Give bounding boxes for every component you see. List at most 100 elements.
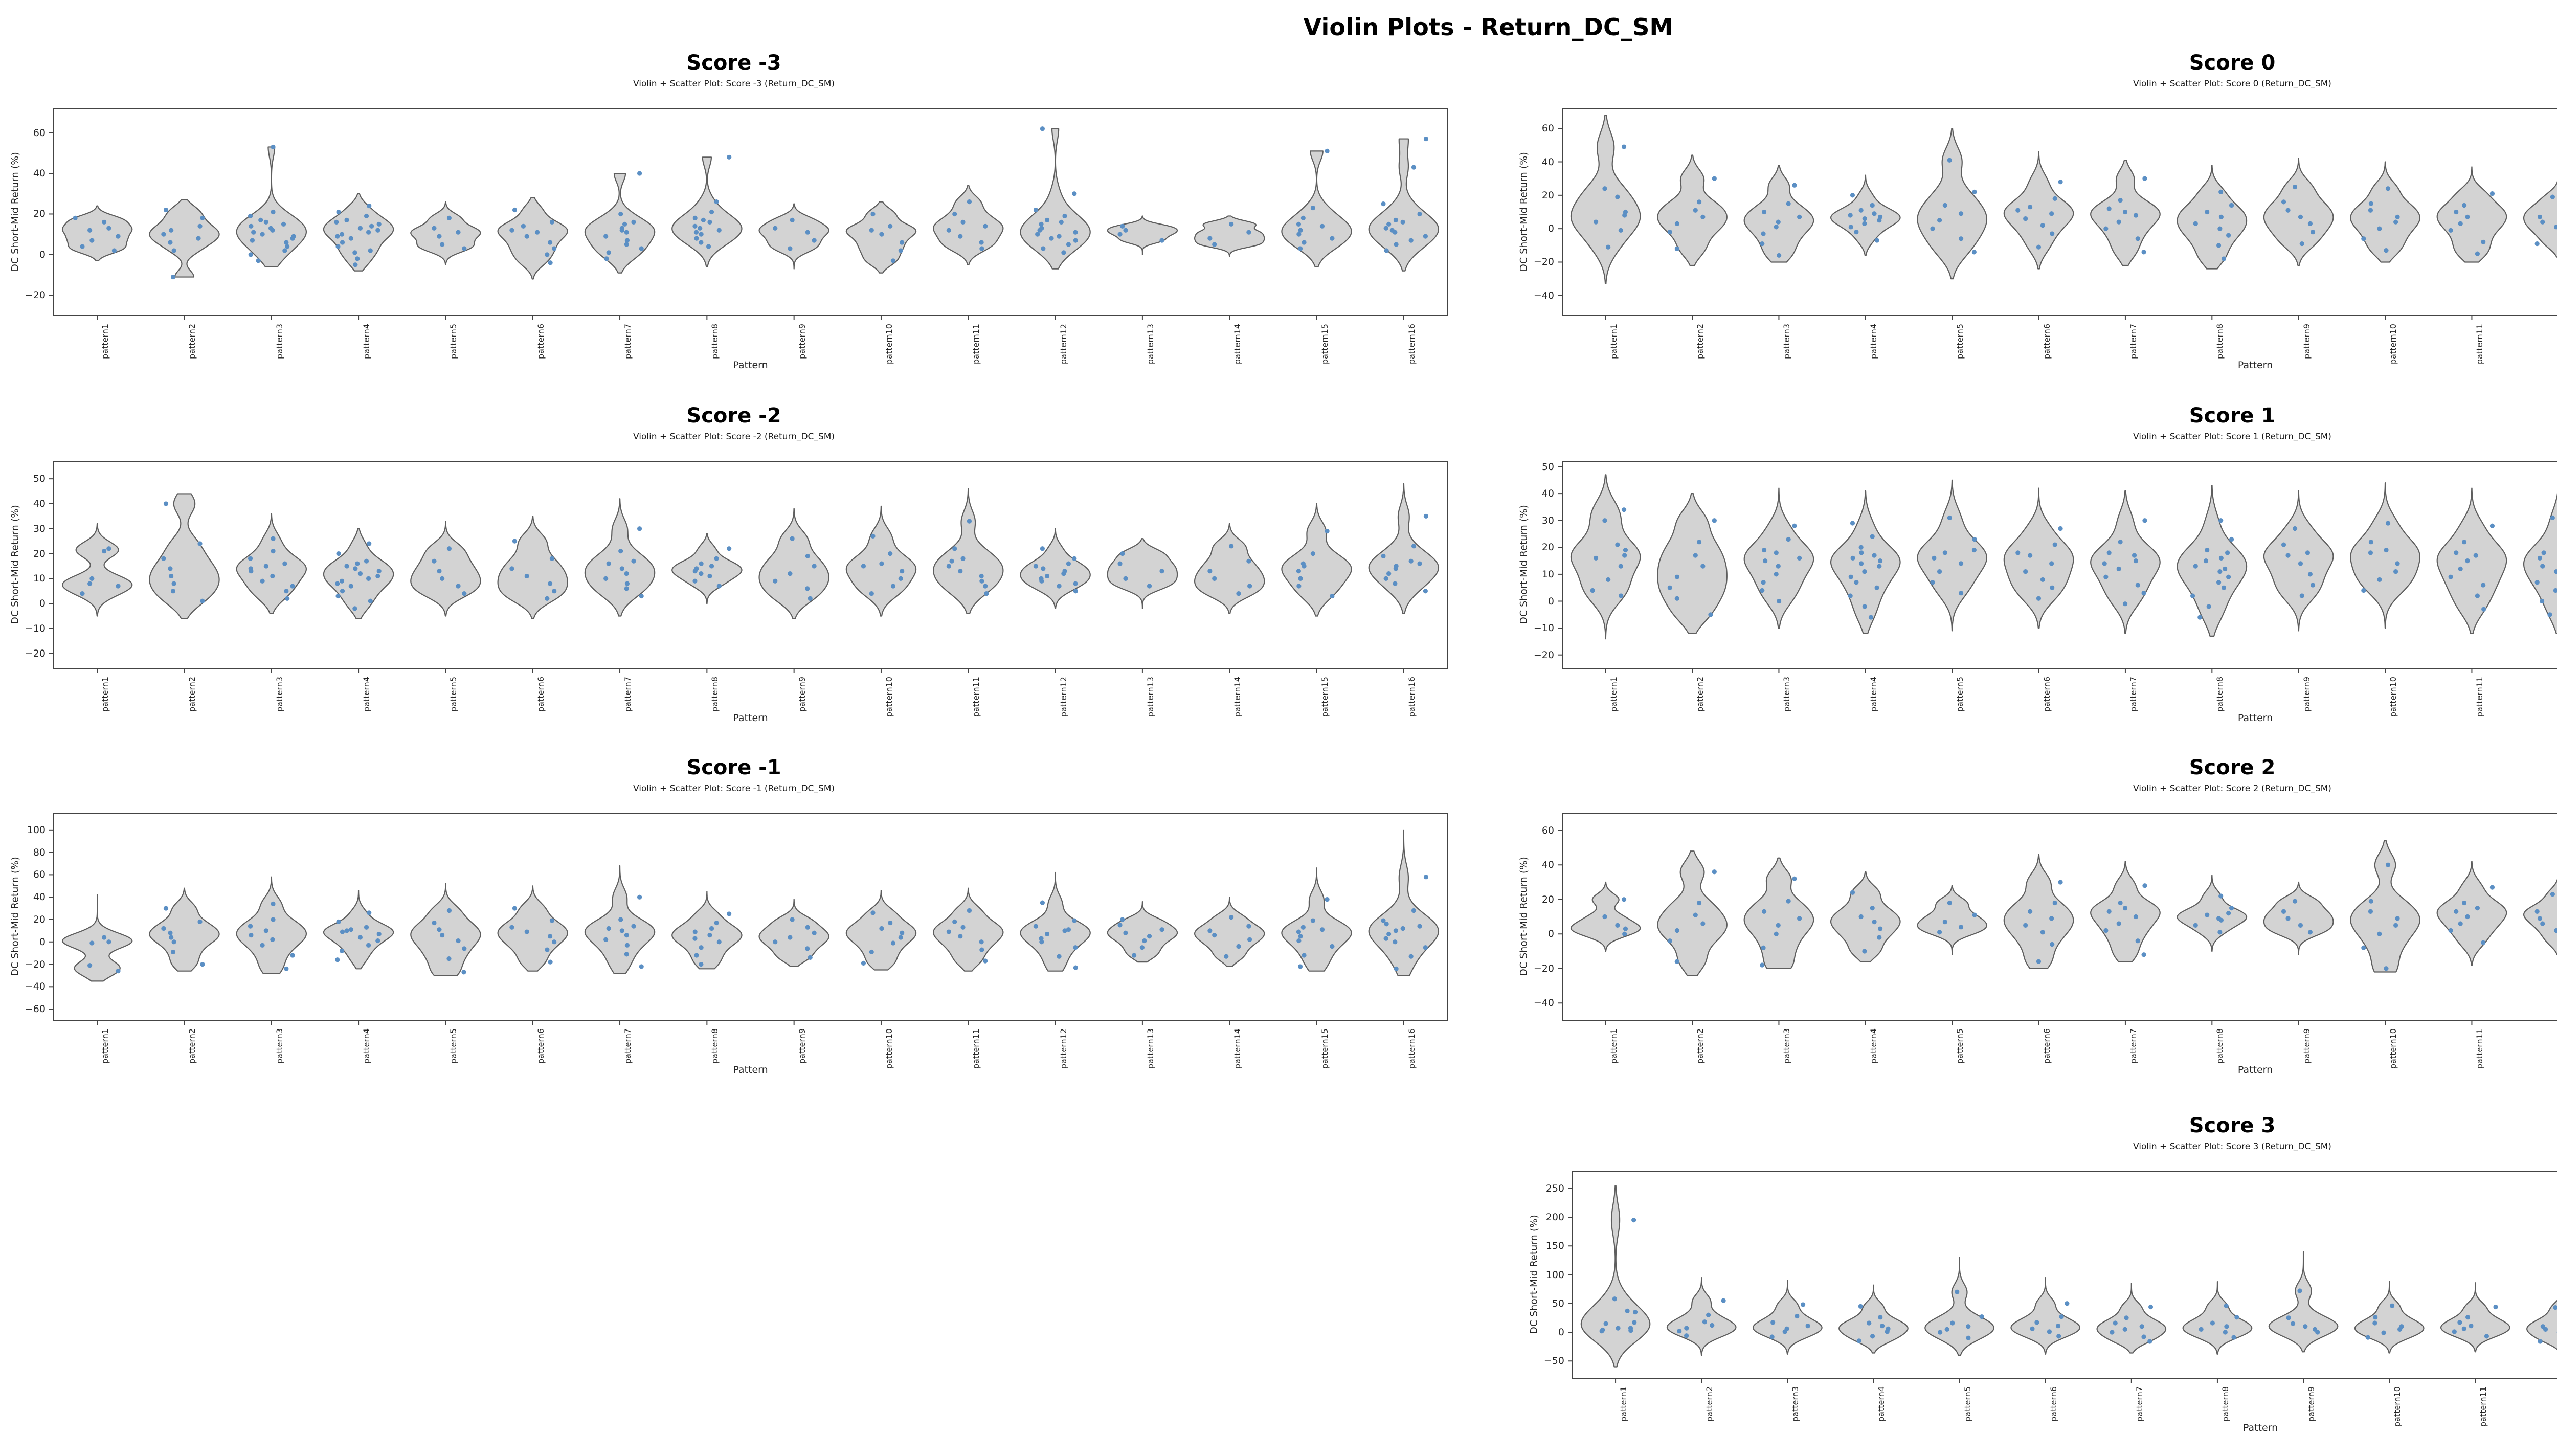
scatter-point <box>2058 880 2063 885</box>
panel-title: Score 0 <box>2189 51 2276 75</box>
scatter-point <box>1040 546 1045 551</box>
scatter-point <box>1776 219 1781 225</box>
scatter-point <box>2384 966 2389 971</box>
scatter-point <box>727 546 732 551</box>
scatter-point <box>967 519 972 524</box>
scatter-point <box>805 925 810 930</box>
scatter-point <box>2361 236 2366 241</box>
axes-frame <box>53 813 1448 1021</box>
scatter-point <box>2028 553 2033 558</box>
scatter-point <box>1862 221 1867 226</box>
violin-body <box>2263 158 2334 266</box>
scatter-point <box>2205 547 2210 553</box>
scatter-point <box>1932 555 1937 561</box>
scatter-point <box>512 207 518 213</box>
scatter-point <box>364 558 369 564</box>
scatter-point <box>2368 550 2373 555</box>
scatter-point <box>1417 211 1422 217</box>
scatter-point <box>1702 1319 1707 1325</box>
scatter-point <box>2218 214 2224 219</box>
scatter-point <box>2297 1288 2302 1293</box>
scatter-point <box>984 591 989 596</box>
scatter-point <box>282 248 287 253</box>
scatter-point <box>534 230 540 235</box>
scatter-point <box>2197 615 2203 620</box>
violin-body <box>2268 1251 2339 1353</box>
scatter-point <box>1207 928 1213 933</box>
y-tick-label: 50 <box>1541 461 1554 473</box>
scatter-point <box>631 924 636 929</box>
scatter-point <box>1850 521 1855 526</box>
scatter-point <box>2489 523 2495 528</box>
scatter-point <box>2216 916 2222 921</box>
scatter-point <box>2065 1301 2070 1306</box>
scatter-point <box>521 223 526 229</box>
scatter-point <box>1394 242 1399 247</box>
violin-body <box>61 894 133 982</box>
scatter-point <box>1805 1324 1810 1329</box>
scatter-point <box>1384 248 1389 253</box>
scatter-point <box>440 576 445 581</box>
scatter-point <box>898 576 903 581</box>
y-tick-label: 200 <box>1545 1212 1564 1223</box>
scatter-point <box>639 593 644 599</box>
scatter-point <box>805 586 810 591</box>
scatter-point <box>1684 1333 1689 1338</box>
scatter-point <box>1606 244 1611 250</box>
violin-body <box>1917 885 1988 955</box>
scatter-point <box>2381 1330 2386 1335</box>
scatter-point <box>250 238 255 243</box>
scatter-point <box>707 933 712 938</box>
scatter-point <box>1393 217 1398 222</box>
scatter-point <box>1621 897 1627 902</box>
scatter-point <box>624 952 629 957</box>
scatter-point <box>1602 914 1607 920</box>
y-tick-label: −20 <box>1533 256 1554 268</box>
scatter-point <box>367 541 372 546</box>
scatter-point <box>805 946 810 951</box>
panel-score-0: Score 0 Violin + Scatter Plot: Score 0 (R… <box>1509 51 2557 378</box>
scatter-point <box>1667 230 1672 235</box>
scatter-point <box>1868 615 1874 620</box>
scatter-point <box>870 533 876 539</box>
scatter-point <box>1700 564 1706 569</box>
scatter-point <box>699 961 704 967</box>
scatter-point <box>1319 927 1325 932</box>
scatter-point <box>1072 918 1077 923</box>
violin-body <box>2177 875 2248 952</box>
scatter-point <box>335 593 341 599</box>
scatter-point <box>461 970 466 975</box>
scatter-point <box>2489 885 2495 890</box>
scatter-point <box>2102 561 2107 566</box>
violin-body <box>1107 901 1178 963</box>
violin-body <box>1194 215 1265 257</box>
scatter-point <box>604 256 609 261</box>
scatter-point <box>2124 1315 2129 1320</box>
scatter-point <box>168 566 173 571</box>
scatter-point <box>1786 536 1791 542</box>
scatter-point <box>1383 576 1388 581</box>
scatter-point <box>2465 558 2470 564</box>
y-tick-label: −20 <box>1533 649 1554 661</box>
scatter-point <box>1296 569 1302 574</box>
scatter-point <box>1761 945 1766 950</box>
scatter-point <box>348 236 353 241</box>
scatter-point <box>1618 564 1623 569</box>
scatter-point <box>1797 555 1802 561</box>
y-tick-label: 150 <box>1545 1240 1564 1252</box>
scatter-point <box>2384 248 2389 253</box>
scatter-point <box>1854 230 1859 235</box>
scatter-point <box>898 248 903 253</box>
scatter-point <box>348 584 353 589</box>
violin-body <box>671 156 743 267</box>
scatter-point <box>2050 231 2055 236</box>
scatter-point <box>1594 555 1599 561</box>
violin-body <box>236 876 307 974</box>
scatter-point <box>197 223 203 229</box>
scatter-point <box>2303 1324 2308 1329</box>
scatter-point <box>2461 900 2467 906</box>
scatter-point <box>171 248 176 253</box>
scatter-point <box>1762 909 1767 914</box>
scatter-point <box>268 226 274 231</box>
